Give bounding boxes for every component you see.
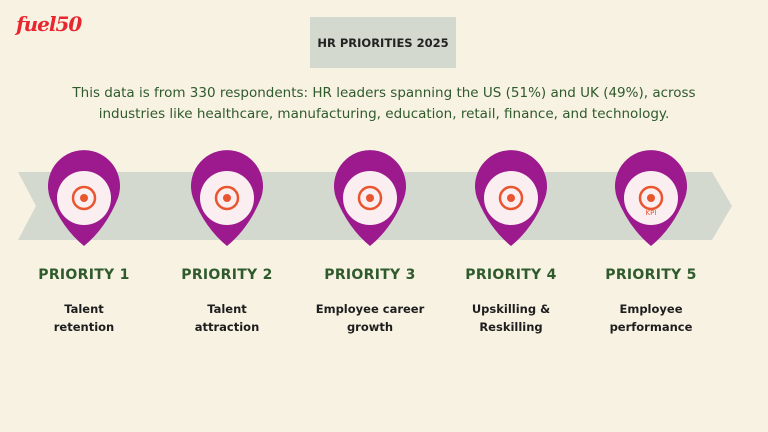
- icon-dot: [223, 194, 231, 202]
- priority-label: PRIORITY 2: [181, 267, 273, 283]
- priority-text: Upskilling &: [471, 302, 551, 316]
- icon-dot: [80, 194, 88, 202]
- priority-text: Talent: [64, 302, 104, 316]
- title: HR PRIORITIES 2025: [317, 35, 449, 50]
- icon-dot: [366, 194, 374, 202]
- priority-text: attraction: [194, 320, 260, 334]
- priority-label: PRIORITY 4: [465, 267, 557, 283]
- priority-text: retention: [53, 320, 115, 334]
- description-line: industries like healthcare, manufacturin…: [98, 106, 670, 122]
- icon: [638, 185, 664, 211]
- priority-text: Reskilling: [479, 320, 543, 334]
- priority-label: PRIORITY 1: [38, 267, 130, 283]
- priority-text: growth: [346, 320, 394, 334]
- icon: [71, 185, 97, 211]
- priority-text: Talent: [207, 302, 247, 316]
- icon: [214, 185, 240, 211]
- priority-label: PRIORITY 5: [605, 267, 697, 283]
- priority-label: PRIORITY 3: [324, 267, 416, 283]
- title-box: HR PRIORITIES 2025: [310, 17, 456, 68]
- priority-text: Employee career: [315, 302, 425, 316]
- pins: KPI: [48, 150, 688, 246]
- priority-text: Employee: [619, 302, 683, 316]
- logo: fuel50: [16, 12, 82, 36]
- description-line: This data is from 330 respondents: HR le…: [72, 85, 696, 101]
- icon-label: KPI: [646, 209, 657, 217]
- priority-text: performance: [609, 320, 693, 334]
- icon: [357, 185, 383, 211]
- icon-dot: [507, 194, 515, 202]
- icon-dot: [647, 194, 655, 202]
- icon: [498, 185, 524, 211]
